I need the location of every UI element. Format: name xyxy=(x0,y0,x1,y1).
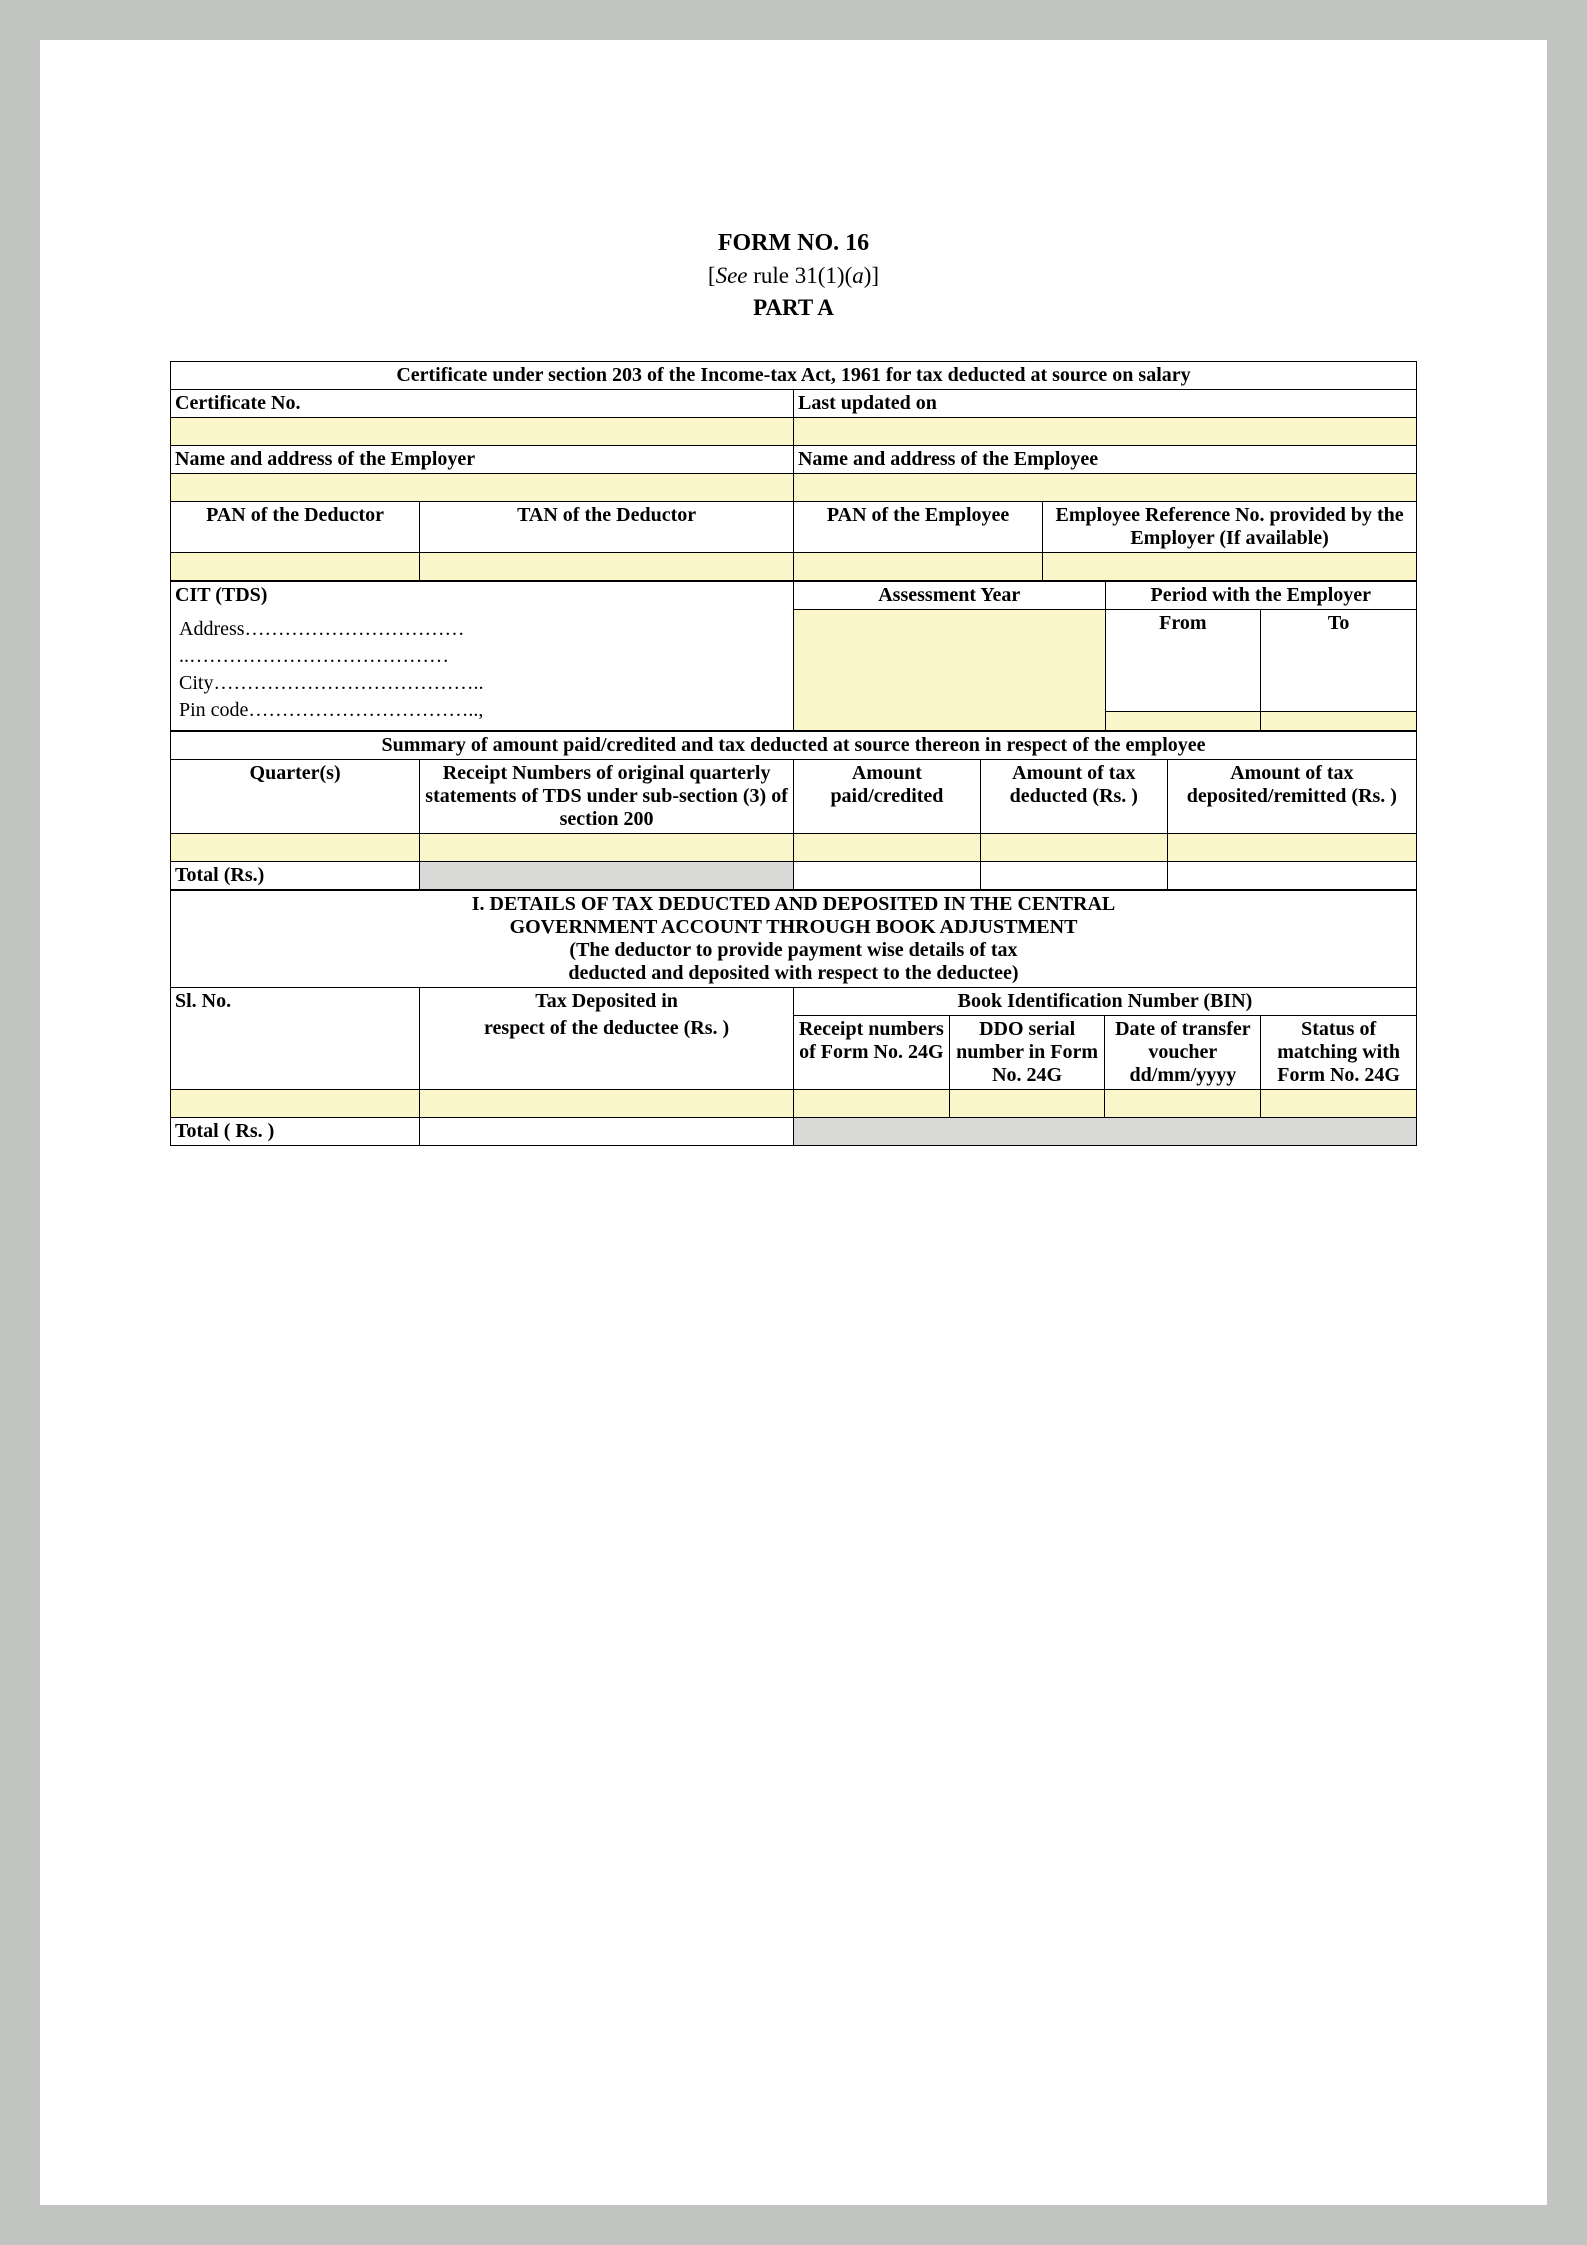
status-matching-header: Status of matching with Form No. 24G xyxy=(1261,1015,1417,1089)
rule-reference: [See rule 31(1)(a)] xyxy=(170,263,1417,289)
city-line: City………………………………….. xyxy=(179,672,785,695)
certificate-table: Certificate under section 203 of the Inc… xyxy=(170,361,1417,581)
emp-ref-label: Employee Reference No. provided by the E… xyxy=(1043,502,1417,553)
cit-table: CIT (TDS) Assessment Year Period with th… xyxy=(170,581,1417,731)
receipt-24g-header: Receipt numbers of Form No. 24G xyxy=(793,1015,949,1089)
emp-ref-value xyxy=(1043,553,1417,581)
summary-title: Summary of amount paid/credited and tax … xyxy=(171,731,1417,759)
section-i-title: I. DETAILS OF TAX DEDUCTED AND DEPOSITED… xyxy=(171,890,1417,987)
pin-line: Pin code…………………………….., xyxy=(179,699,785,722)
quarter-header: Quarter(s) xyxy=(171,759,420,833)
receipt-numbers-header: Receipt Numbers of original quarterly st… xyxy=(420,759,794,833)
pan-deductor-label: PAN of the Deductor xyxy=(171,502,420,553)
sl-no-value xyxy=(171,1089,420,1117)
amount-deducted-header: Amount of tax deducted (Rs. ) xyxy=(980,759,1167,833)
total-amount-deposited xyxy=(1167,861,1416,889)
sl-no-header: Sl. No. xyxy=(171,987,420,1089)
ddo-serial-value xyxy=(949,1089,1105,1117)
date-transfer-header: Date of transfer voucher dd/mm/yyyy xyxy=(1105,1015,1261,1089)
total-rs-label: Total (Rs.) xyxy=(171,861,420,889)
pan-deductor-value xyxy=(171,553,420,581)
last-updated-value xyxy=(793,418,1416,446)
tax-deposited-header: Tax Deposited in xyxy=(420,987,794,1015)
cit-address-block: Address…………………………… ..………………………………… City…… xyxy=(171,610,794,731)
to-label: To xyxy=(1261,610,1417,712)
total-receipt xyxy=(420,861,794,889)
total-amount-paid xyxy=(793,861,980,889)
summary-table: Summary of amount paid/credited and tax … xyxy=(170,731,1417,890)
tan-deductor-label: TAN of the Deductor xyxy=(420,502,794,553)
receipt-numbers-value xyxy=(420,833,794,861)
total-tax-deposited xyxy=(420,1117,794,1145)
page: FORM NO. 16 [See rule 31(1)(a)] PART A C… xyxy=(40,40,1547,2205)
amount-paid-value xyxy=(793,833,980,861)
period-label: Period with the Employer xyxy=(1105,582,1417,610)
total-amount-deducted xyxy=(980,861,1167,889)
address-line: Address…………………………… xyxy=(179,618,785,641)
amount-deposited-header: Amount of tax deposited/remitted (Rs. ) xyxy=(1167,759,1416,833)
part-label: PART A xyxy=(170,295,1417,321)
tax-deposited-header-2: respect of the deductee (Rs. ) xyxy=(420,1015,794,1089)
section-i-table: I. DETAILS OF TAX DEDUCTED AND DEPOSITED… xyxy=(170,890,1417,1146)
date-transfer-value xyxy=(1105,1089,1261,1117)
from-label: From xyxy=(1105,610,1261,712)
ddo-serial-header: DDO serial number in Form No. 24G xyxy=(949,1015,1105,1089)
total-bin xyxy=(793,1117,1416,1145)
tan-deductor-value xyxy=(420,553,794,581)
form-number: FORM NO. 16 xyxy=(170,230,1417,257)
from-value xyxy=(1105,712,1261,730)
employee-label: Name and address of the Employee xyxy=(793,446,1416,474)
pan-employee-value xyxy=(793,553,1042,581)
assessment-year-value xyxy=(794,610,1106,731)
form-header: FORM NO. 16 [See rule 31(1)(a)] PART A xyxy=(170,230,1417,321)
address-line-2: ..………………………………… xyxy=(179,645,785,668)
certificate-title: Certificate under section 203 of the Inc… xyxy=(171,362,1417,390)
quarter-value xyxy=(171,833,420,861)
cert-no-label: Certificate No. xyxy=(171,390,794,418)
amount-deducted-value xyxy=(980,833,1167,861)
cit-label: CIT (TDS) xyxy=(171,582,794,610)
employer-value xyxy=(171,474,794,502)
amount-deposited-value xyxy=(1167,833,1416,861)
assessment-year-label: Assessment Year xyxy=(794,582,1106,610)
to-value xyxy=(1261,712,1417,730)
receipt-24g-value xyxy=(793,1089,949,1117)
last-updated-label: Last updated on xyxy=(793,390,1416,418)
pan-employee-label: PAN of the Employee xyxy=(793,502,1042,553)
total-rs2-label: Total ( Rs. ) xyxy=(171,1117,420,1145)
tax-deposited-value xyxy=(420,1089,794,1117)
bin-header: Book Identification Number (BIN) xyxy=(793,987,1416,1015)
cert-no-value xyxy=(171,418,794,446)
employer-label: Name and address of the Employer xyxy=(171,446,794,474)
amount-paid-header: Amount paid/credited xyxy=(793,759,980,833)
status-matching-value xyxy=(1261,1089,1417,1117)
employee-value xyxy=(793,474,1416,502)
